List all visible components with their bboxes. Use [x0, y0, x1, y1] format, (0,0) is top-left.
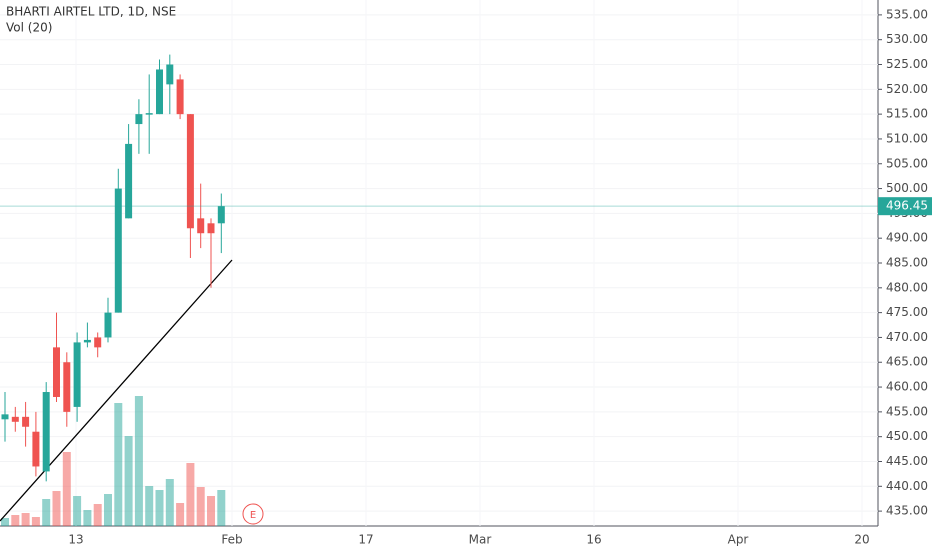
y-tick-label: 445.00	[886, 454, 928, 468]
volume-bar	[52, 491, 61, 526]
y-tick-label: 455.00	[886, 404, 928, 418]
volume-bar	[207, 496, 215, 526]
candle-body	[156, 69, 163, 115]
volume-bar	[165, 479, 174, 526]
y-tick-label: 490.00	[886, 231, 928, 245]
y-tick-label: 435.00	[886, 504, 928, 518]
candle-body	[11, 416, 19, 422]
candle-body	[217, 206, 225, 224]
volume-bar	[155, 490, 164, 526]
y-tick-label: 515.00	[886, 107, 928, 121]
volume-bar	[31, 517, 40, 526]
volume-bar	[11, 515, 20, 526]
y-tick-label: 510.00	[886, 131, 928, 145]
volume-bar	[93, 504, 102, 526]
candle-body	[42, 392, 50, 472]
y-tick-label: 520.00	[886, 82, 928, 96]
y-tick-label: 525.00	[886, 57, 928, 71]
candle-body	[145, 113, 153, 115]
candle-body	[166, 64, 174, 85]
y-tick-label: 440.00	[886, 479, 928, 493]
x-tick-label: 20	[854, 533, 869, 547]
volume-bar	[62, 452, 71, 526]
y-tick-label: 485.00	[886, 256, 928, 270]
volume-bar	[217, 490, 226, 526]
candle-body	[94, 337, 102, 348]
candle-body	[1, 414, 9, 420]
candle-body	[135, 114, 143, 125]
earnings-icon[interactable]	[242, 503, 264, 525]
x-tick-label: 13	[68, 533, 83, 547]
y-tick-label: 475.00	[886, 305, 928, 319]
volume-bar	[114, 403, 123, 526]
y-tick-label: 535.00	[886, 7, 928, 21]
volume-bar	[176, 503, 185, 526]
volume-label: Vol (20)	[6, 21, 52, 35]
candle-body	[22, 416, 30, 427]
volume-bar	[21, 513, 30, 526]
volume-bar	[124, 436, 133, 526]
chart-title: BHARTI AIRTEL LTD, 1D, NSE	[6, 5, 176, 19]
candle-body	[104, 312, 112, 338]
volume-bar	[134, 396, 143, 526]
volume-bar	[186, 463, 195, 526]
candle-body	[125, 143, 133, 219]
candle-body	[197, 218, 205, 234]
y-tick-label: 500.00	[886, 181, 928, 195]
earnings-label[interactable]: E	[250, 510, 256, 521]
y-tick-label: 480.00	[886, 280, 928, 294]
candle-body	[186, 114, 194, 229]
candle-body	[73, 342, 81, 407]
x-tick-label: Mar	[469, 533, 492, 547]
volume-bar	[145, 486, 154, 526]
x-tick-label: 16	[586, 533, 601, 547]
x-tick-label: Feb	[221, 533, 242, 547]
last-price-badge	[878, 197, 932, 216]
y-tick-label: 530.00	[886, 32, 928, 46]
candle-body	[114, 188, 122, 313]
y-tick-label: 450.00	[886, 429, 928, 443]
volume-bar	[196, 487, 205, 526]
x-tick-label: Apr	[728, 533, 749, 547]
candle-body	[32, 431, 40, 467]
volume-bar	[83, 510, 92, 526]
candle-body	[176, 79, 184, 115]
volume-bar	[73, 496, 82, 526]
y-tick-label: 460.00	[886, 380, 928, 394]
trend-line	[0, 259, 233, 522]
y-tick-label: 470.00	[886, 330, 928, 344]
volume-bar	[1, 518, 9, 526]
x-tick-label: 17	[358, 533, 373, 547]
candle-body	[207, 223, 215, 234]
y-tick-label: 465.00	[886, 355, 928, 369]
volume-bar	[42, 499, 51, 526]
last-price-label: 496.45	[886, 199, 928, 213]
candle-body	[53, 347, 60, 397]
volume-bar	[104, 494, 112, 526]
y-tick-label: 505.00	[886, 156, 928, 170]
candle-body	[63, 362, 71, 412]
candle-body	[83, 339, 91, 343]
